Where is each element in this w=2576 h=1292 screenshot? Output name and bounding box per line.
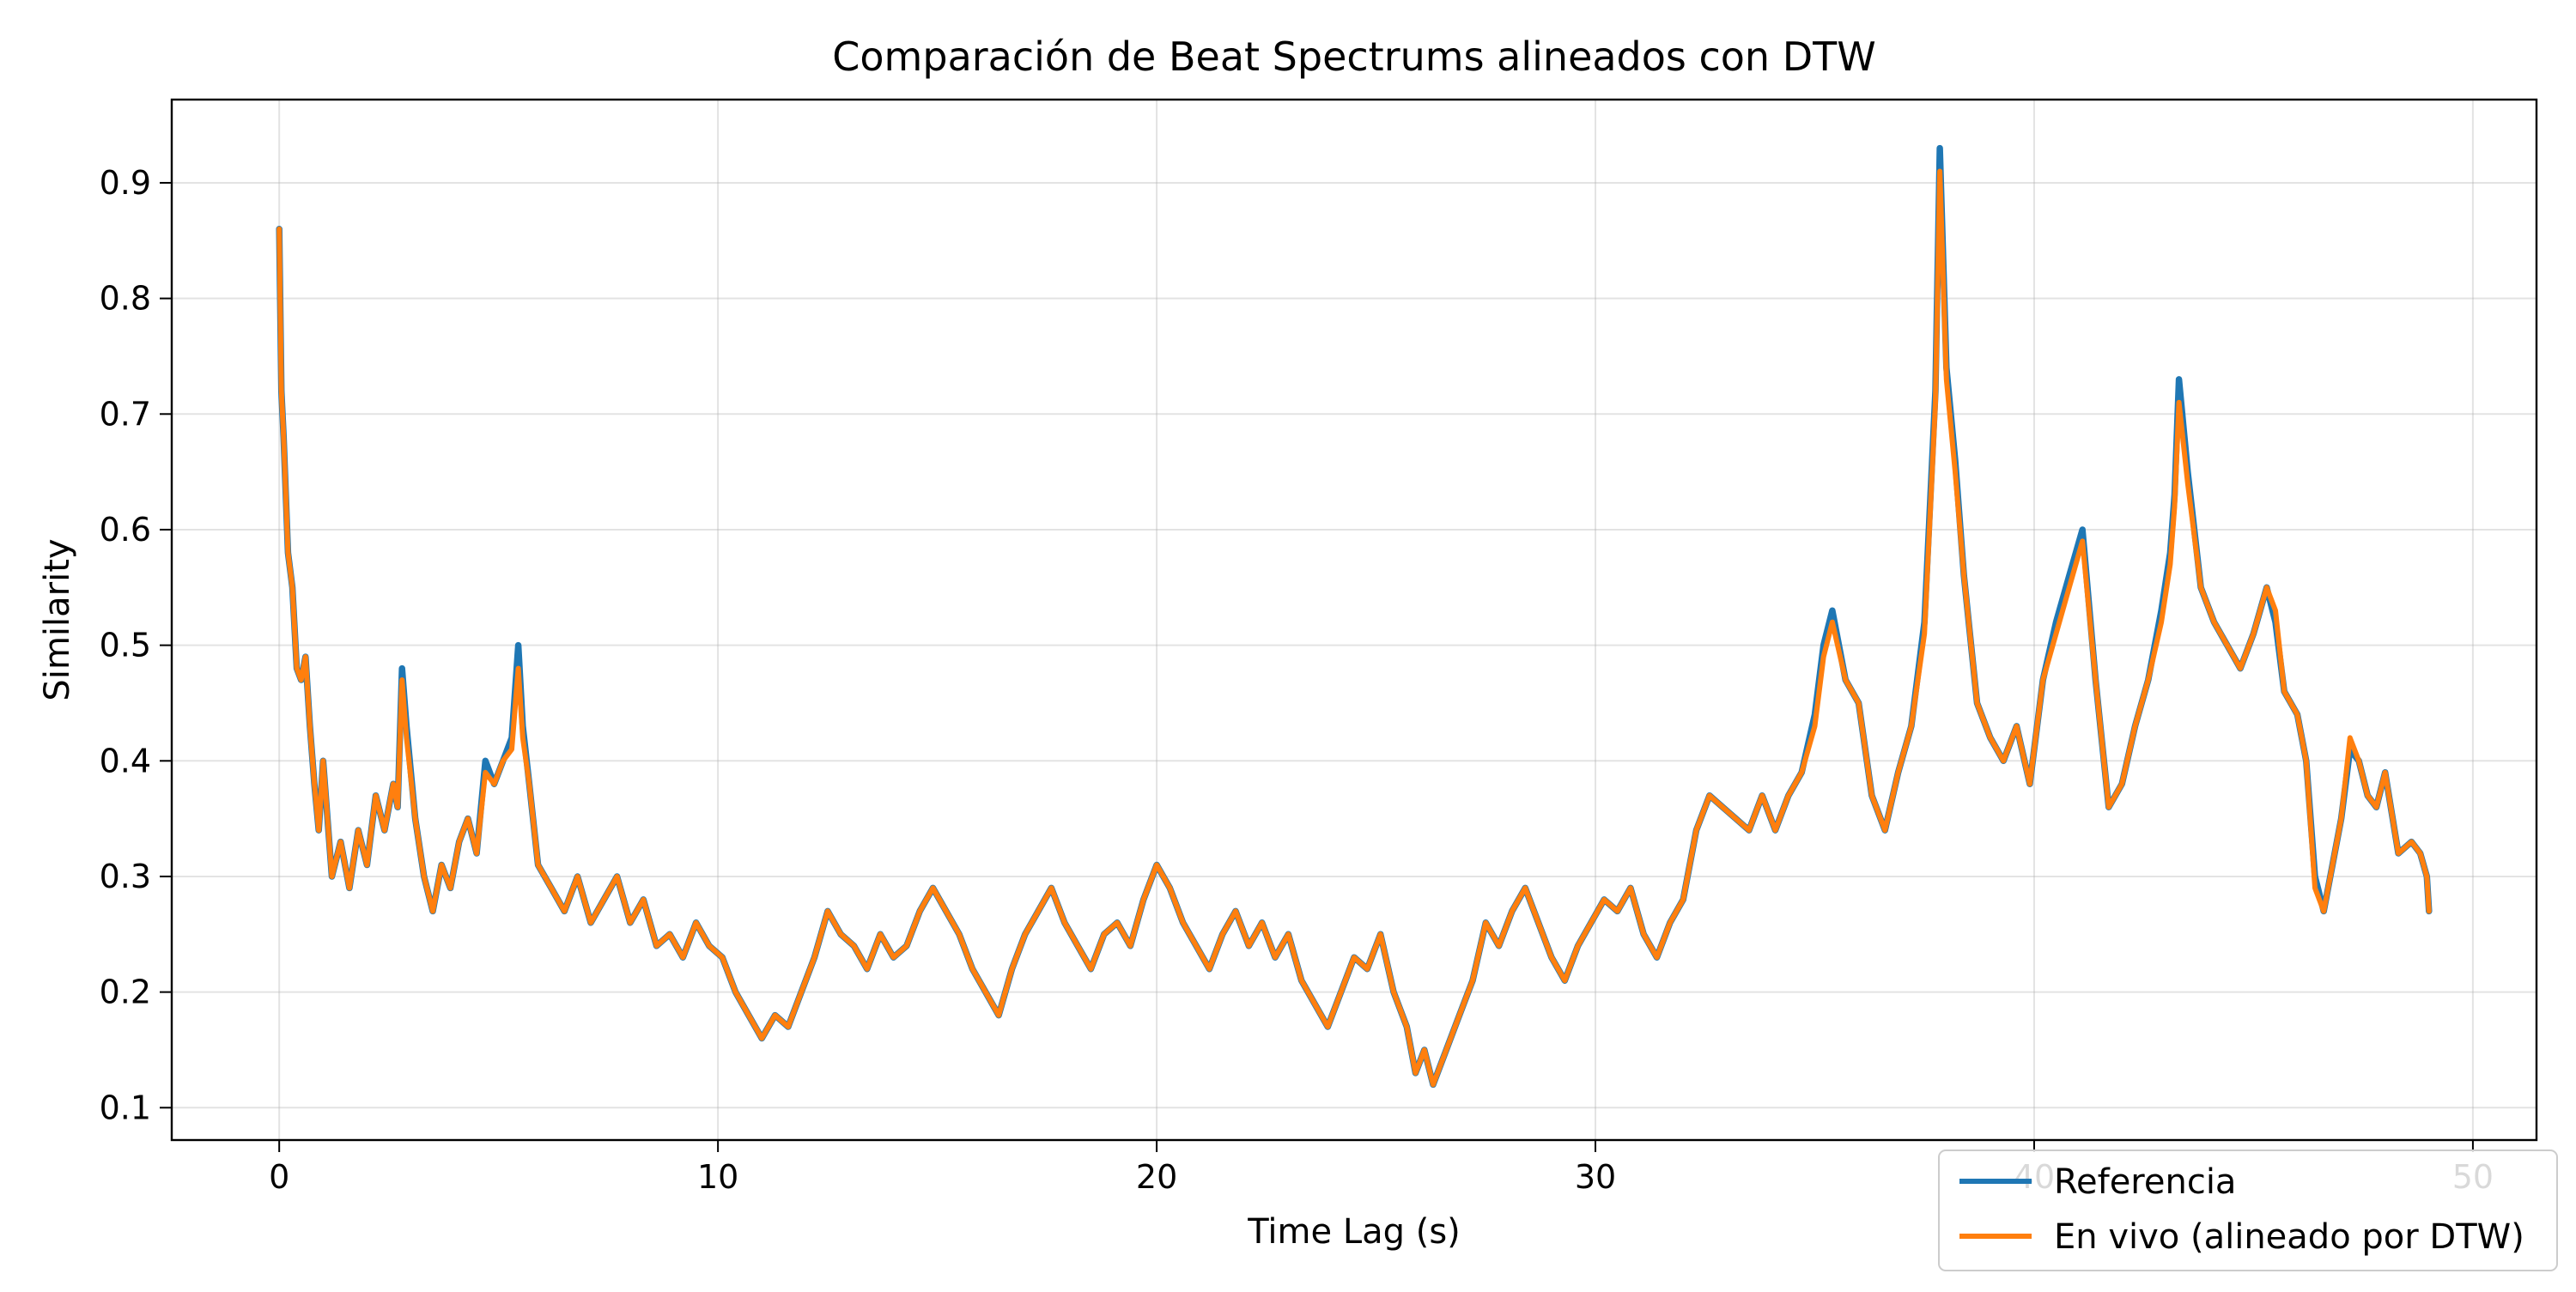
series-layer xyxy=(276,144,2433,1089)
series-line-en-vivo xyxy=(276,168,2432,1088)
plot-frame xyxy=(170,98,2538,1142)
legend-box xyxy=(1938,1149,2558,1271)
y-axis-label: Similarity xyxy=(38,538,77,701)
y-tick-label: 0.6 xyxy=(100,511,151,549)
x-axis-label: Time Lag (s) xyxy=(1247,1212,1461,1252)
y-tick-label: 0.7 xyxy=(100,395,151,433)
legend-label-referencia: Referencia xyxy=(2054,1162,2236,1202)
axis-layer: 010203040500.10.20.30.40.50.60.70.80.9 xyxy=(100,164,2494,1196)
x-tick-label: 30 xyxy=(1575,1158,1616,1196)
grid-layer xyxy=(172,100,2537,1140)
y-tick-label: 0.5 xyxy=(100,627,151,664)
chart-title: Comparación de Beat Spectrums alineados … xyxy=(832,33,1875,80)
y-tick-label: 0.3 xyxy=(100,858,151,895)
x-tick-label: 10 xyxy=(697,1158,738,1196)
legend: Referencia En vivo (alineado por DTW) xyxy=(1938,1149,2558,1271)
x-tick-label: 20 xyxy=(1136,1158,1177,1196)
x-tick-label: 0 xyxy=(269,1158,289,1196)
series-line-referencia xyxy=(276,144,2433,1089)
y-tick-label: 0.1 xyxy=(100,1089,151,1126)
y-tick-label: 0.9 xyxy=(100,164,151,202)
legend-label-en-vivo: En vivo (alineado por DTW) xyxy=(2054,1217,2524,1257)
y-tick-label: 0.2 xyxy=(100,974,151,1011)
y-tick-label: 0.8 xyxy=(100,280,151,318)
y-tick-label: 0.4 xyxy=(100,742,151,779)
